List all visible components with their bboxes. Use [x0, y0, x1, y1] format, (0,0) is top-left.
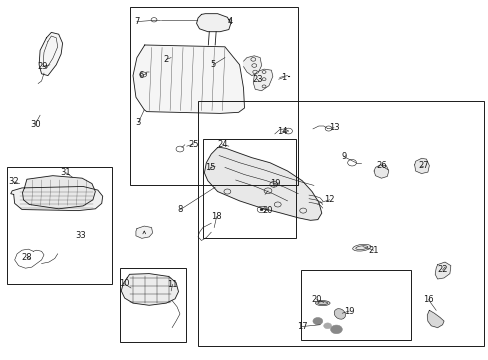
Bar: [198, 101, 483, 346]
Text: 5: 5: [210, 60, 215, 69]
Text: 18: 18: [211, 212, 222, 221]
Polygon shape: [373, 165, 388, 178]
Polygon shape: [22, 176, 95, 209]
Text: 30: 30: [30, 120, 41, 129]
Text: 17: 17: [296, 322, 307, 331]
Polygon shape: [253, 69, 272, 91]
Text: 2: 2: [163, 55, 168, 64]
Text: 19: 19: [343, 307, 354, 315]
Text: 15: 15: [204, 163, 215, 172]
Bar: [7, 167, 112, 284]
Text: 19: 19: [269, 179, 280, 188]
Ellipse shape: [352, 244, 370, 251]
Text: 31: 31: [61, 168, 71, 177]
Polygon shape: [243, 56, 261, 76]
Text: 23: 23: [251, 75, 262, 84]
Text: 26: 26: [375, 161, 386, 170]
Circle shape: [323, 323, 331, 329]
Text: 11: 11: [167, 280, 178, 289]
Text: 7: 7: [134, 17, 139, 26]
Text: 28: 28: [21, 253, 32, 262]
Text: 8: 8: [178, 205, 183, 214]
Text: 32: 32: [8, 177, 19, 186]
Polygon shape: [11, 186, 102, 211]
Circle shape: [260, 208, 263, 211]
Text: 20: 20: [311, 295, 322, 304]
Polygon shape: [414, 158, 428, 174]
Text: 16: 16: [422, 295, 433, 304]
Text: 14: 14: [277, 127, 287, 136]
Text: 6: 6: [138, 71, 143, 80]
Ellipse shape: [333, 309, 345, 319]
Polygon shape: [39, 32, 62, 76]
Circle shape: [312, 318, 322, 325]
Polygon shape: [136, 226, 152, 238]
Text: 29: 29: [37, 62, 48, 71]
Text: 3: 3: [136, 118, 141, 127]
Text: 22: 22: [436, 266, 447, 275]
Bar: [203, 139, 295, 238]
Polygon shape: [204, 148, 321, 220]
Text: 20: 20: [262, 206, 273, 215]
Ellipse shape: [315, 301, 329, 306]
Text: 33: 33: [75, 231, 86, 240]
Text: 4: 4: [227, 17, 232, 26]
Text: 9: 9: [341, 152, 346, 161]
Bar: [120, 268, 185, 342]
Polygon shape: [427, 310, 443, 328]
Text: 13: 13: [328, 123, 339, 132]
Polygon shape: [196, 14, 230, 32]
Text: 27: 27: [417, 161, 428, 170]
Text: 1: 1: [281, 73, 285, 82]
Bar: [129, 7, 298, 185]
Polygon shape: [434, 262, 450, 279]
Text: 12: 12: [324, 195, 334, 204]
Text: 24: 24: [217, 140, 227, 149]
Circle shape: [330, 325, 342, 334]
Text: 25: 25: [188, 140, 199, 149]
Bar: [300, 270, 410, 340]
Polygon shape: [121, 274, 178, 305]
Polygon shape: [133, 45, 244, 113]
Text: 10: 10: [119, 279, 129, 288]
Text: 21: 21: [367, 246, 378, 255]
